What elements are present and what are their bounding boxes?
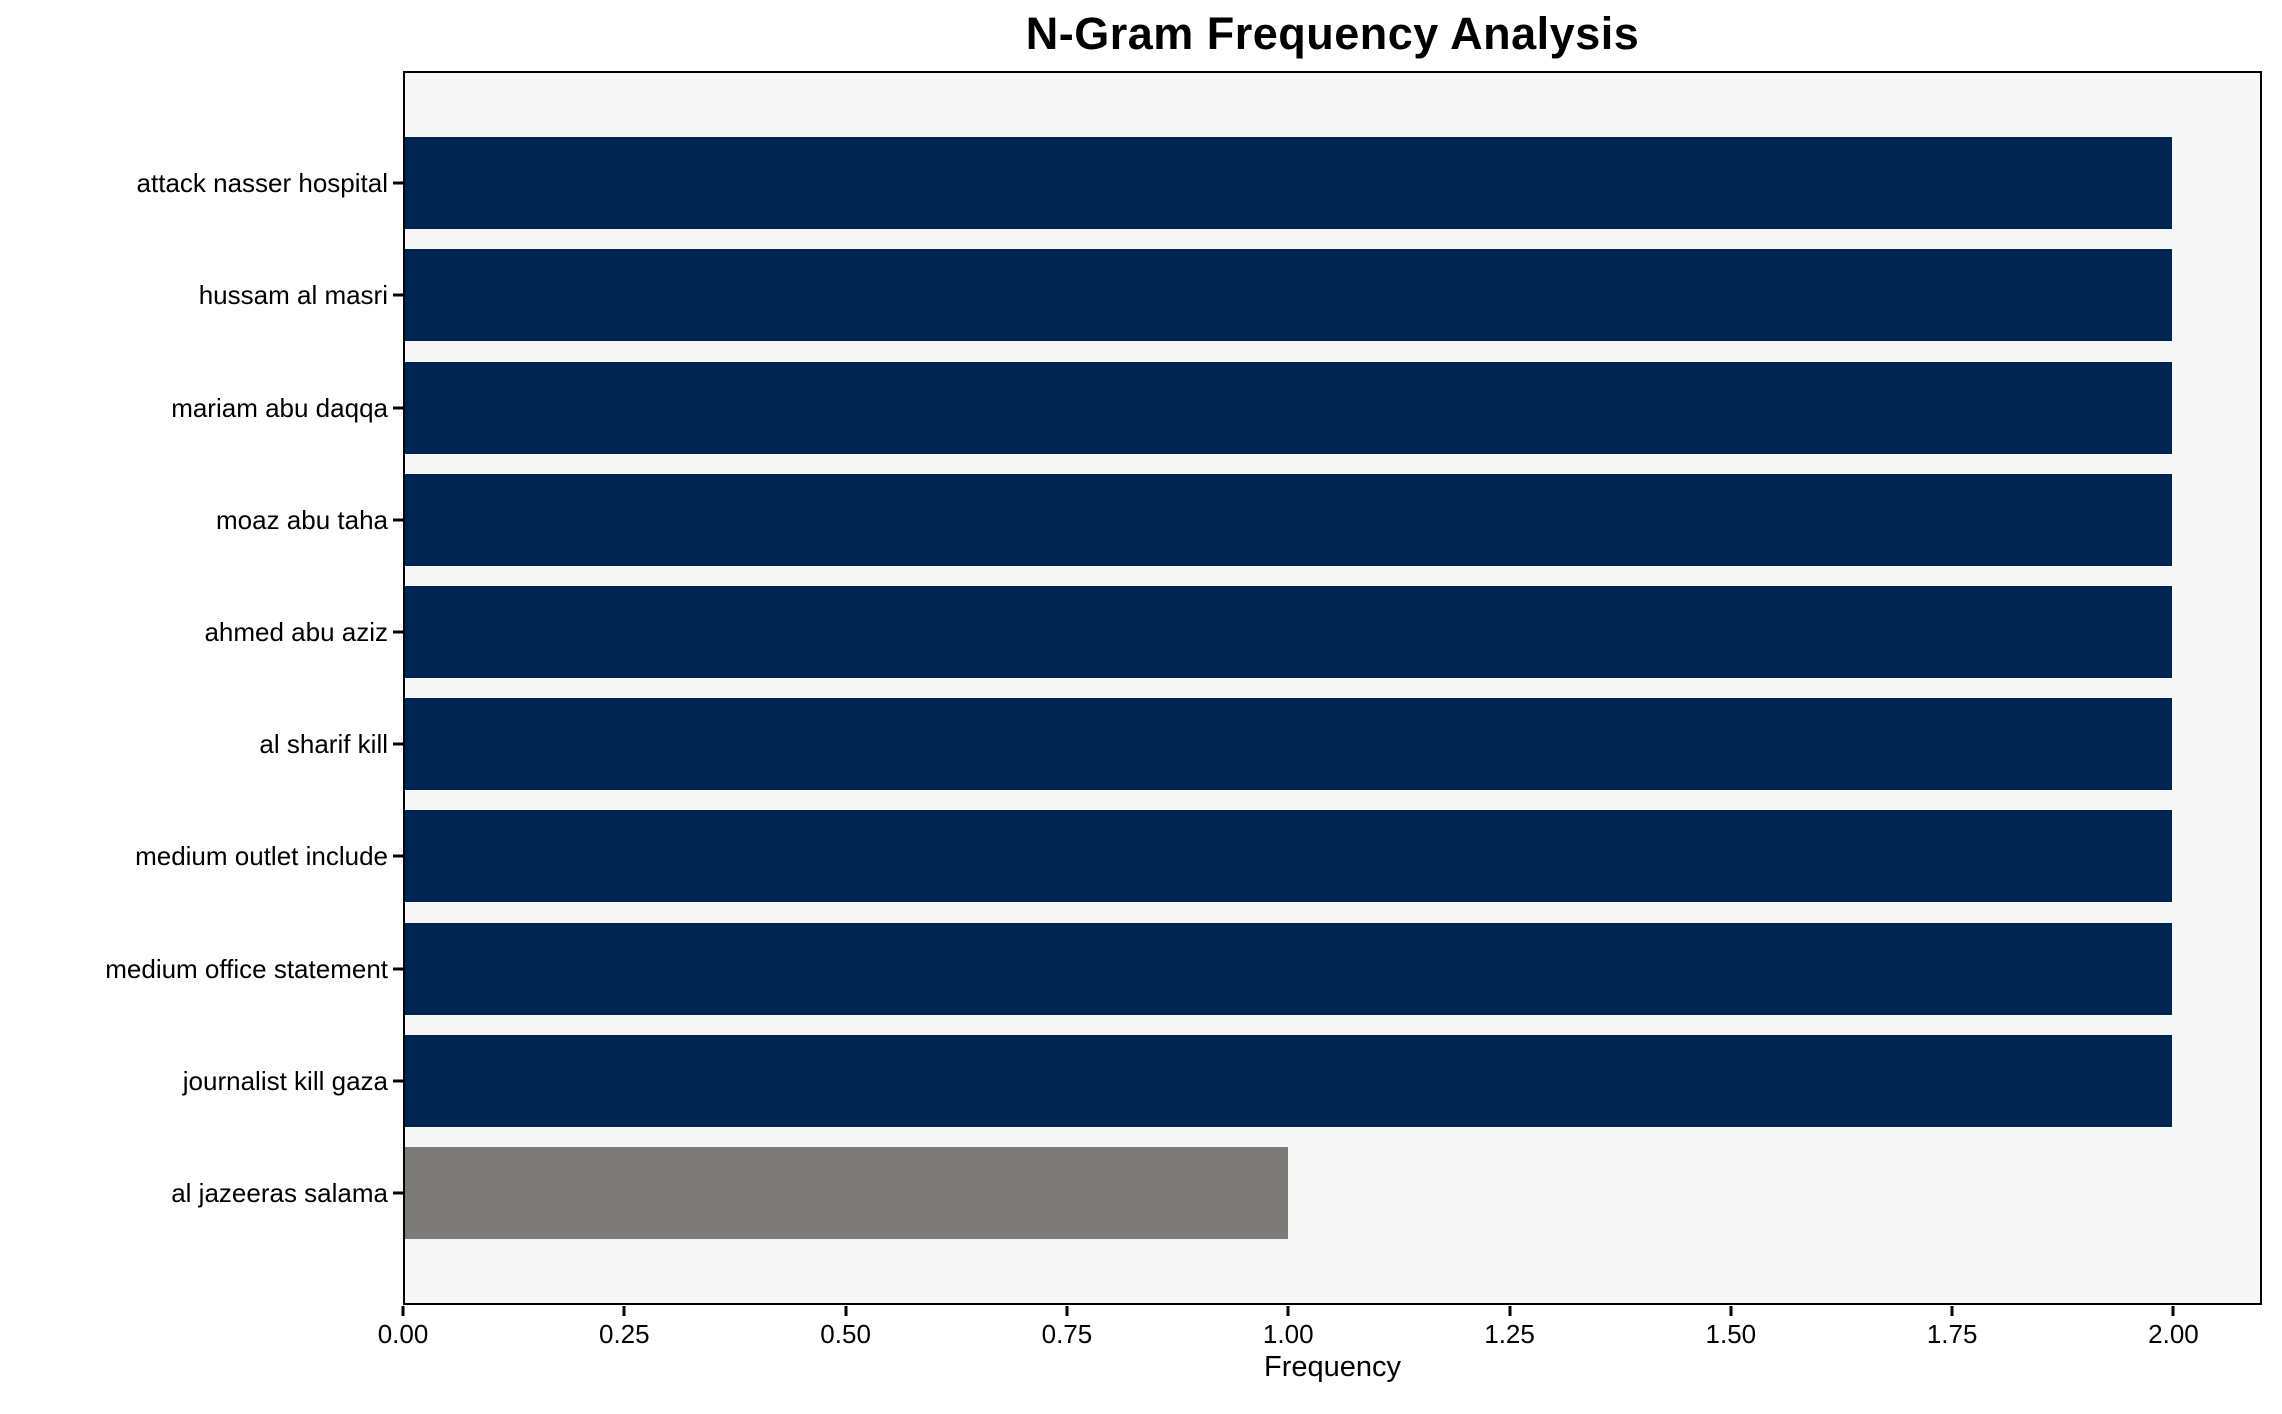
frequency-bar: [405, 810, 2172, 903]
frequency-bar: [405, 473, 2172, 566]
x-tick-label: 0.75: [1041, 1319, 1093, 1349]
chart-title: N-Gram Frequency Analysis: [1025, 8, 1640, 59]
y-tick-label: moaz abu taha: [215, 504, 388, 535]
x-tick-mark: [1286, 1306, 1290, 1316]
bar-row: al sharif kill: [259, 688, 2260, 800]
bars-area: attack nasser hospital hussam al masri mar…: [105, 73, 2260, 1303]
y-tick-label: al jazeeras salama: [171, 1177, 388, 1208]
x-tick-mark: [1508, 1306, 1512, 1316]
x-tick-mark: [401, 1306, 405, 1316]
bar-row: moaz abu taha: [216, 464, 2260, 576]
x-tick-label: 1.25: [1484, 1319, 1535, 1349]
x-tick-mark: [1950, 1306, 1954, 1316]
bar-row: hussam al masri: [199, 239, 2260, 351]
frequency-bar: [405, 249, 2172, 342]
y-tick-mark: [393, 742, 403, 746]
frequency-bar: [405, 585, 2172, 678]
y-tick-label: attack nasser hospital: [136, 168, 388, 199]
x-tick-label: 1.00: [1262, 1319, 1314, 1349]
frequency-bar: [405, 1034, 2172, 1127]
bar-row: ahmed abu aziz: [204, 576, 2260, 688]
x-tick-mark: [2171, 1306, 2175, 1316]
bar-row: journalist kill gaza: [183, 1025, 2260, 1137]
x-tick-label: 1.50: [1705, 1319, 1757, 1349]
bar-row: al jazeeras salama: [171, 1137, 2260, 1249]
bar-row: attack nasser hospital: [137, 127, 2260, 239]
x-tick-label: 0.00: [377, 1319, 429, 1349]
x-tick-mark: [1065, 1306, 1069, 1316]
frequency-bar: [405, 361, 2172, 454]
bar-row: medium office statement: [105, 912, 2260, 1024]
y-tick-mark: [393, 1079, 403, 1083]
x-tick-mark: [844, 1306, 848, 1316]
y-tick-label: al sharif kill: [259, 729, 388, 760]
plot-area: attack nasser hospital hussam al masri mar…: [105, 71, 2262, 1305]
y-tick-label: hussam al masri: [198, 280, 388, 311]
y-tick-label: ahmed abu aziz: [204, 616, 388, 647]
frequency-bar: [405, 1146, 1289, 1239]
y-tick-label: medium office statement: [105, 953, 388, 984]
y-tick-mark: [393, 1191, 403, 1195]
x-tick-label: 1.75: [1926, 1319, 1978, 1349]
frequency-bar: [405, 922, 2172, 1015]
frequency-bar: [405, 698, 2172, 791]
y-tick-mark: [393, 854, 403, 858]
y-tick-mark: [393, 518, 403, 522]
x-tick-mark: [1729, 1306, 1733, 1316]
bar-row: medium outlet include: [135, 800, 2260, 912]
y-tick-mark: [393, 406, 403, 409]
x-axis-label: Frequency: [1263, 1351, 1401, 1383]
y-tick-label: mariam abu daqqa: [171, 392, 388, 423]
frequency-bar: [405, 137, 2172, 230]
x-tick-mark: [622, 1306, 626, 1316]
y-tick-label: medium outlet include: [135, 841, 388, 872]
y-tick-mark: [393, 630, 403, 634]
x-tick-label: 0.25: [598, 1319, 650, 1349]
y-tick-mark: [393, 293, 403, 297]
y-tick-mark: [393, 181, 403, 185]
x-tick-label: 0.50: [820, 1319, 871, 1349]
x-tick-label: 2.00: [2148, 1319, 2199, 1349]
y-tick-mark: [393, 967, 403, 971]
bar-row: mariam abu daqqa: [171, 351, 2260, 463]
y-tick-label: journalist kill gaza: [182, 1065, 388, 1096]
